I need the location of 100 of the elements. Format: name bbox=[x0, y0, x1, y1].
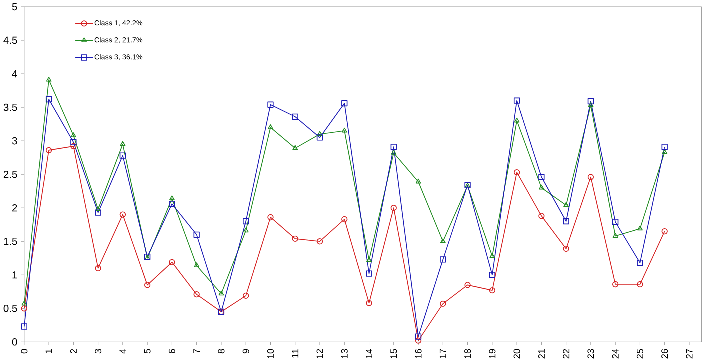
point bbox=[46, 148, 52, 154]
x-tick-label: 6 bbox=[168, 349, 176, 354]
x-tick-label: 14 bbox=[366, 349, 372, 359]
y-tick-label: 3.5 bbox=[4, 104, 18, 112]
x-tick-label: 24 bbox=[612, 349, 619, 359]
x-tick-label: 13 bbox=[341, 349, 348, 359]
point bbox=[70, 132, 76, 138]
point bbox=[194, 292, 200, 298]
point bbox=[440, 238, 446, 244]
point bbox=[194, 262, 200, 268]
point bbox=[390, 205, 397, 212]
point bbox=[95, 210, 102, 216]
point bbox=[514, 170, 520, 176]
point bbox=[391, 150, 397, 156]
point bbox=[588, 174, 594, 181]
point bbox=[514, 98, 520, 104]
point bbox=[218, 291, 224, 296]
point bbox=[46, 77, 52, 82]
point bbox=[564, 202, 570, 208]
point bbox=[21, 324, 28, 330]
y-tick-label: 3 bbox=[12, 138, 18, 145]
point bbox=[612, 219, 619, 226]
x-tick-label: 4 bbox=[120, 349, 126, 354]
point bbox=[268, 124, 274, 130]
point bbox=[95, 266, 102, 272]
point bbox=[70, 140, 77, 146]
x-tick-label: 21 bbox=[538, 350, 545, 359]
x-tick-label: 20 bbox=[514, 349, 520, 359]
y-tick-label: 4.5 bbox=[4, 37, 18, 44]
x-tick-label: 12 bbox=[316, 350, 324, 359]
point bbox=[120, 212, 126, 218]
point bbox=[342, 128, 348, 133]
x-tick-label: 16 bbox=[415, 349, 422, 359]
point bbox=[489, 272, 496, 278]
y-tick-label: 1 bbox=[12, 272, 18, 279]
y-tick-label: 5 bbox=[12, 4, 18, 11]
point bbox=[342, 216, 348, 223]
x-tick-label: 25 bbox=[636, 349, 644, 359]
point bbox=[390, 144, 397, 150]
point bbox=[169, 260, 176, 266]
x-tick-label: 9 bbox=[242, 350, 250, 354]
point bbox=[292, 146, 298, 150]
point bbox=[292, 236, 298, 242]
point bbox=[366, 258, 372, 262]
point bbox=[464, 282, 471, 288]
x-tick-label: 7 bbox=[194, 350, 200, 354]
x-tick-label: 1 bbox=[46, 350, 52, 354]
point bbox=[120, 142, 126, 146]
x-tick-label: 5 bbox=[144, 349, 151, 354]
point bbox=[563, 246, 570, 252]
y-tick-label: 2.5 bbox=[4, 171, 18, 178]
x-tick-label: 26 bbox=[662, 349, 668, 359]
point bbox=[415, 334, 422, 340]
point bbox=[194, 232, 200, 238]
x-tick-label: 19 bbox=[489, 350, 496, 359]
point bbox=[416, 179, 422, 184]
y-tick-label: 1.5 bbox=[4, 238, 18, 246]
point bbox=[637, 226, 643, 231]
point bbox=[637, 282, 644, 288]
point bbox=[46, 96, 52, 103]
point bbox=[415, 338, 422, 344]
point bbox=[538, 185, 544, 190]
point bbox=[538, 174, 545, 181]
x-tick-label: 17 bbox=[440, 350, 446, 359]
x-tick-label: 10 bbox=[267, 349, 274, 359]
point bbox=[662, 144, 668, 150]
point bbox=[563, 218, 570, 225]
point bbox=[538, 213, 545, 220]
point bbox=[317, 131, 323, 136]
point bbox=[588, 98, 594, 105]
point bbox=[440, 256, 446, 263]
x-tick-label: 11 bbox=[292, 350, 299, 358]
x-tick-label: 23 bbox=[588, 349, 594, 359]
point bbox=[243, 228, 249, 233]
point bbox=[612, 233, 618, 238]
point bbox=[490, 253, 496, 258]
point bbox=[316, 238, 324, 245]
y-tick-label: 4 bbox=[12, 70, 18, 78]
point bbox=[612, 282, 619, 288]
point bbox=[120, 152, 126, 160]
point bbox=[243, 218, 250, 225]
point bbox=[489, 288, 496, 294]
point bbox=[342, 100, 348, 107]
x-tick-label: 15 bbox=[390, 349, 398, 359]
point bbox=[70, 144, 77, 150]
y-tick-label: 0.5 bbox=[4, 305, 18, 312]
point bbox=[144, 282, 151, 288]
x-tick-label: 3 bbox=[95, 349, 102, 354]
y-tick-label: 2 bbox=[12, 204, 18, 212]
x-tick-label: 2 bbox=[70, 350, 77, 354]
point bbox=[268, 102, 274, 108]
x-tick-label: 0 bbox=[21, 349, 28, 354]
x-tick-label: 18 bbox=[464, 349, 472, 359]
point bbox=[96, 206, 102, 212]
point bbox=[268, 214, 274, 221]
point bbox=[514, 118, 520, 123]
point bbox=[440, 301, 446, 308]
point bbox=[243, 293, 250, 300]
x-tick-label: 27 bbox=[686, 350, 693, 359]
point bbox=[316, 134, 324, 141]
